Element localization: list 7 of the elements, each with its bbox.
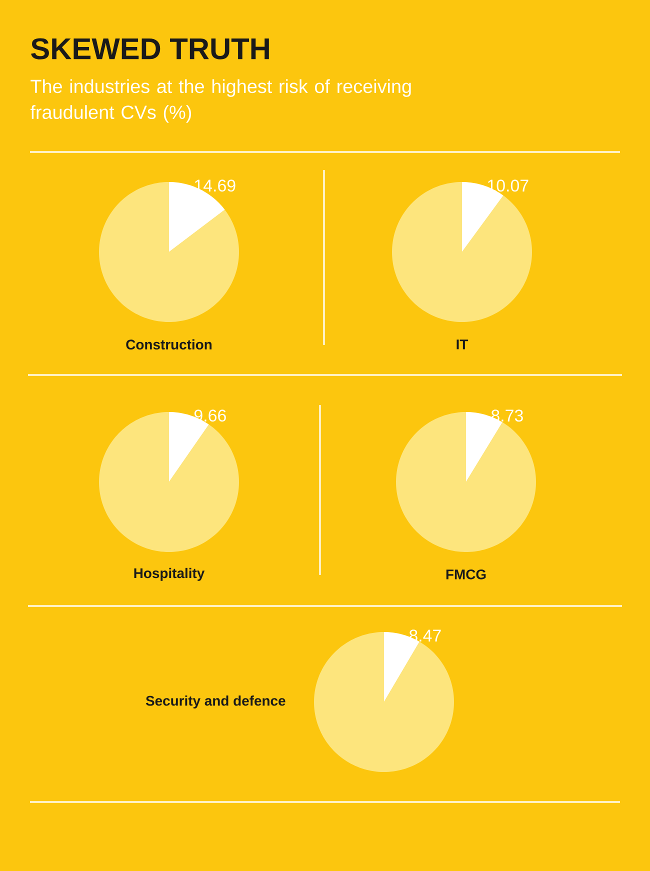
text: The industries at the highest risk of receiving fraudulent CVs (%)	[30, 79, 411, 123]
text: SKEWED TRUTH	[31, 38, 269, 60]
text: IT	[456, 340, 468, 350]
text: Security and defence	[146, 696, 286, 709]
text: Hospitality	[134, 568, 205, 581]
text: Construction	[126, 339, 212, 350]
text: FMCG	[446, 569, 486, 580]
